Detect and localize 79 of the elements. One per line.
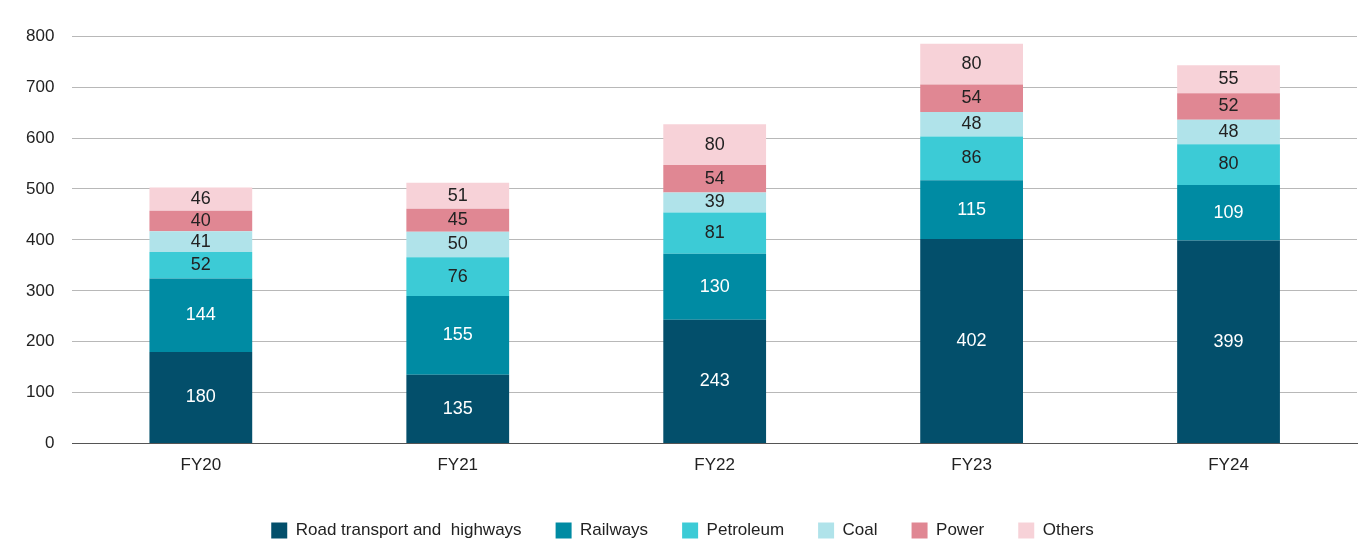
y-tick-label: 600 (25, 127, 55, 147)
data-label: 54 (961, 87, 982, 108)
y-tick-label: 200 (25, 331, 55, 351)
data-label: 155 (442, 324, 473, 345)
bar (663, 212, 767, 254)
bar (920, 238, 1023, 444)
x-tick-label: FY21 (437, 455, 479, 475)
legend-label: Road transport and highways (295, 520, 522, 540)
bar (1177, 240, 1280, 444)
data-label: 51 (447, 184, 468, 205)
data-label: 40 (190, 210, 211, 231)
bar (406, 374, 510, 444)
data-label: 55 (1218, 68, 1239, 89)
legend-label: Coal (842, 520, 878, 540)
data-label: 81 (704, 221, 725, 242)
x-tick-label: FY24 (1208, 455, 1249, 475)
data-label: 48 (1218, 120, 1239, 141)
bar (149, 252, 253, 279)
legend-label: Others (1042, 520, 1094, 540)
data-label: 52 (1218, 95, 1239, 116)
data-label: 80 (704, 133, 725, 154)
bar (149, 351, 253, 444)
legend-label: Petroleum (706, 520, 785, 540)
bar (406, 231, 510, 258)
bar (406, 182, 510, 209)
x-tick-label: FY22 (694, 455, 735, 475)
y-tick-label: 300 (25, 280, 55, 300)
bar (920, 136, 1023, 181)
bar (920, 43, 1023, 85)
data-label: 130 (699, 275, 730, 296)
data-label: 402 (956, 329, 987, 350)
bar (663, 124, 767, 166)
data-label: 54 (704, 167, 725, 188)
bar (663, 165, 767, 193)
y-tick-label: 700 (25, 76, 55, 96)
data-label: 39 (704, 191, 725, 212)
bar (406, 295, 510, 375)
bar (920, 180, 1023, 239)
bar (149, 210, 253, 232)
y-tick-label: 100 (25, 382, 55, 402)
y-tick-label: 800 (25, 25, 55, 45)
data-label: 144 (185, 304, 216, 325)
bar (406, 257, 510, 296)
data-label: 115 (957, 198, 986, 219)
bar (149, 187, 253, 211)
bar (149, 231, 253, 253)
data-label: 46 (190, 188, 211, 209)
data-label: 399 (1213, 330, 1244, 351)
data-label: 41 (190, 230, 211, 251)
data-label: 243 (699, 370, 730, 391)
x-tick-label: FY23 (951, 455, 992, 475)
y-tick-label: 0 (44, 433, 55, 453)
bar (1177, 184, 1280, 241)
data-label: 52 (190, 254, 211, 275)
data-label: 180 (185, 386, 216, 407)
bar (149, 278, 253, 352)
bar (1177, 144, 1280, 185)
legend-label: Railways (580, 520, 649, 540)
x-tick-label: FY20 (180, 455, 222, 475)
bar (663, 319, 767, 444)
bar (1177, 93, 1280, 120)
y-tick-label: 400 (25, 229, 55, 249)
bar (1177, 65, 1280, 94)
data-label: 45 (447, 209, 468, 230)
data-label: 86 (961, 147, 982, 168)
legend-label: Power (936, 520, 985, 540)
bar (1177, 119, 1280, 145)
data-label: 50 (447, 233, 468, 254)
data-label: 109 (1213, 201, 1244, 222)
y-tick-label: 500 (25, 178, 55, 198)
data-label: 80 (961, 53, 982, 74)
data-label: 80 (1218, 153, 1239, 174)
bar (663, 253, 767, 320)
bar (406, 208, 510, 232)
data-label: 135 (442, 397, 473, 418)
bar (920, 112, 1023, 137)
data-label: 76 (447, 265, 468, 286)
bar (920, 84, 1023, 113)
data-label: 48 (961, 113, 982, 134)
